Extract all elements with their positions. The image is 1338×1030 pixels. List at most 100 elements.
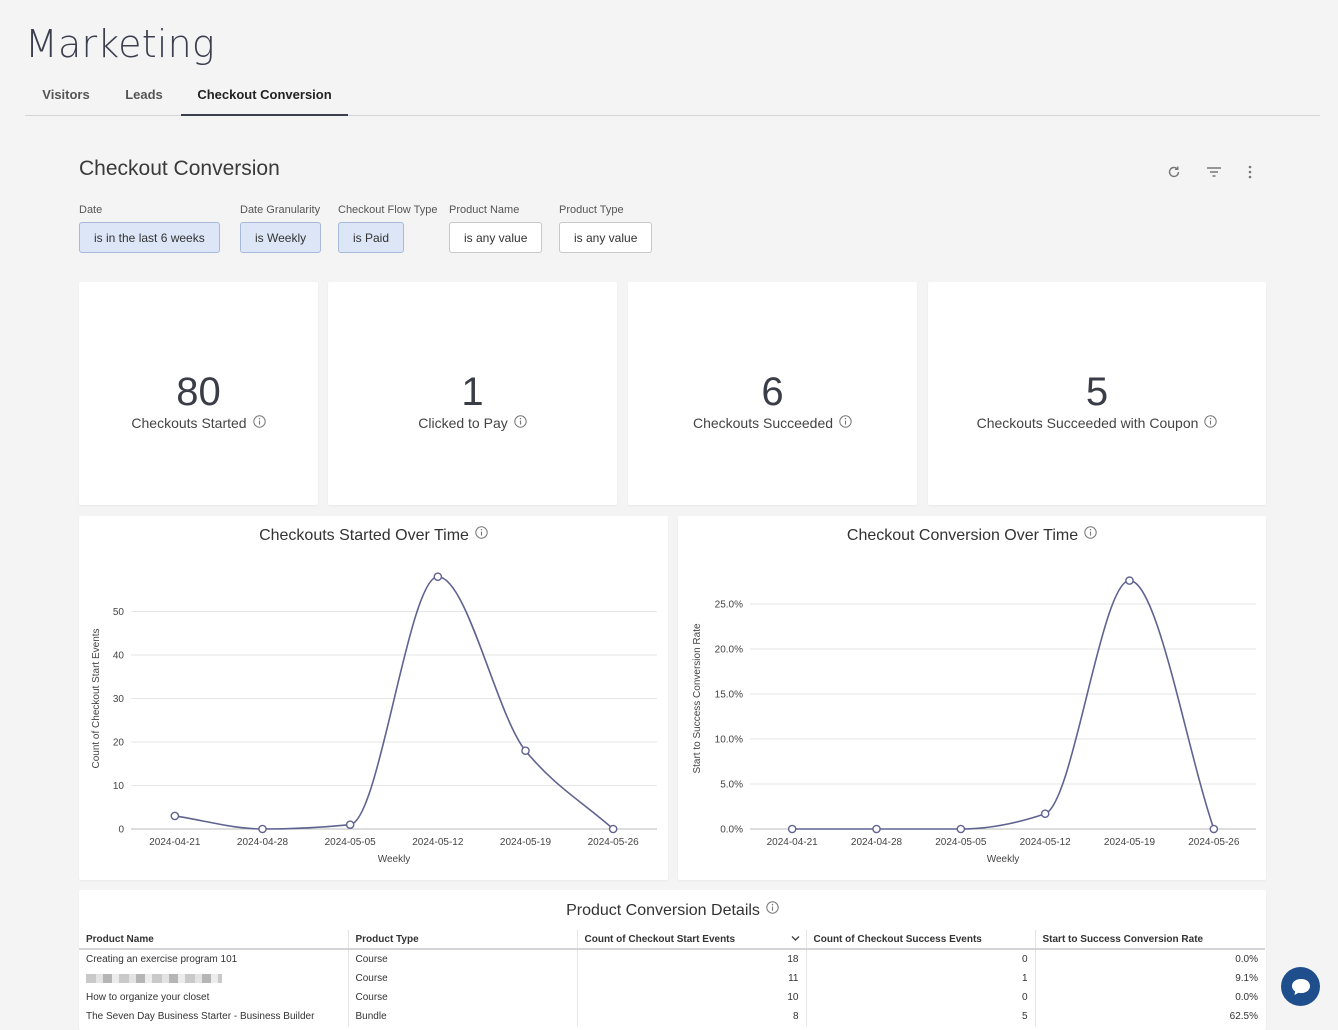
column-header[interactable]: Count of Checkout Success Events bbox=[806, 930, 1036, 950]
chart-title: Checkout Conversion Over Time bbox=[846, 527, 1079, 544]
chart-title-row: Checkout Conversion Over Time bbox=[678, 526, 1266, 545]
y-tick-label: 20 bbox=[113, 738, 125, 749]
cell-conversion-rate: 0.0% bbox=[1235, 992, 1258, 1003]
tab-visitors[interactable]: Visitors bbox=[42, 87, 90, 102]
filter-checkout-flow-type-value[interactable]: is Paid bbox=[338, 222, 405, 253]
filter-label: Checkout Flow Type bbox=[338, 204, 438, 216]
info-icon[interactable] bbox=[514, 415, 527, 431]
x-axis-label: Weekly bbox=[378, 854, 411, 865]
data-point bbox=[521, 746, 530, 755]
column-header-label: Count of Checkout Start Events bbox=[584, 933, 736, 945]
table-row[interactable]: Course 11 1 9.1% bbox=[79, 969, 1265, 988]
x-tick-label: 2024-05-19 bbox=[1104, 837, 1156, 848]
tab-checkout-conversion[interactable]: Checkout Conversion bbox=[181, 80, 348, 116]
y-tick-label: 50 bbox=[113, 607, 125, 618]
data-point bbox=[608, 824, 618, 834]
info-icon[interactable] bbox=[1084, 526, 1097, 544]
kpi-label-row: Checkouts Succeeded bbox=[628, 415, 917, 431]
data-point bbox=[1125, 576, 1134, 585]
table-row[interactable]: How to organize your closet Course 10 0 … bbox=[79, 988, 1265, 1007]
x-tick-label: 2024-04-28 bbox=[851, 837, 903, 848]
info-icon[interactable] bbox=[1204, 415, 1218, 431]
data-point bbox=[787, 824, 797, 834]
column-header[interactable]: Start to Success Conversion Rate bbox=[1035, 930, 1265, 950]
data-point bbox=[433, 572, 443, 582]
x-tick-label: 2024-05-19 bbox=[500, 837, 552, 848]
x-tick-label: 2024-05-05 bbox=[935, 837, 987, 848]
data-point bbox=[170, 811, 180, 821]
filter-label: Date bbox=[79, 204, 103, 216]
cell-conversion-rate: 62.5% bbox=[1229, 1011, 1258, 1022]
more-vertical-icon[interactable] bbox=[1240, 162, 1260, 182]
kpi-value: 1 bbox=[461, 370, 484, 414]
refresh-icon[interactable] bbox=[1164, 162, 1184, 182]
x-tick-label: 2024-05-05 bbox=[325, 837, 377, 848]
table-title: Product Conversion Details bbox=[566, 902, 760, 919]
cell-start-events: 8 bbox=[577, 1007, 807, 1026]
cell-start-events: 10 bbox=[577, 988, 807, 1007]
column-header[interactable]: Product Type bbox=[348, 930, 578, 950]
chart-title: Checkouts Started Over Time bbox=[259, 527, 469, 544]
cell-start-events: 18 bbox=[577, 949, 807, 969]
cell-product-type: Course bbox=[348, 988, 578, 1007]
filter-date-granularity-value[interactable]: is Weekly bbox=[240, 222, 322, 253]
data-point bbox=[1209, 824, 1219, 834]
kpi-value: 6 bbox=[761, 370, 784, 414]
info-icon[interactable] bbox=[839, 415, 852, 431]
column-header[interactable]: Product Name bbox=[79, 930, 349, 950]
info-icon[interactable] bbox=[766, 901, 779, 919]
filter-label: Product Type bbox=[559, 204, 624, 216]
table-row[interactable]: The Seven Day Business Starter - Busines… bbox=[79, 1007, 1265, 1026]
redacted-text bbox=[86, 973, 222, 983]
column-header-sorted[interactable]: Count of Checkout Start Events bbox=[577, 930, 807, 950]
y-tick-label: 0 bbox=[118, 825, 124, 836]
filter-checkout-flow-type: Checkout Flow Type is Paid bbox=[338, 204, 437, 253]
filter-product-type-value[interactable]: is any value bbox=[559, 222, 653, 253]
line-chart: 0.0% 5.0% 10.0% 15.0% 20.0% 25.0% 2024-04-21 20… bbox=[692, 576, 1256, 865]
cell-product-name: Creating an exercise program 101 bbox=[79, 949, 349, 969]
filter-date-value[interactable]: is in the last 6 weeks bbox=[79, 222, 220, 253]
filter-label: Date Granularity bbox=[240, 204, 321, 216]
filter-icon[interactable] bbox=[1204, 162, 1224, 182]
series-line bbox=[792, 579, 1215, 830]
kpi-clicked-to-pay[interactable]: 1 Clicked to Pay bbox=[328, 282, 617, 505]
chart-title-row: Checkouts Started Over Time bbox=[79, 526, 668, 545]
kpi-label: Clicked to Pay bbox=[418, 415, 508, 431]
filter-product-name: Product Name is any value bbox=[449, 204, 543, 253]
table-header-row: Product Name Product Type Count of Check… bbox=[79, 930, 1265, 950]
y-tick-label: 10.0% bbox=[715, 735, 743, 746]
cell-product-type: Course bbox=[348, 969, 578, 988]
y-tick-label: 30 bbox=[113, 694, 125, 705]
y-tick-label: 5.0% bbox=[720, 780, 743, 791]
filter-product-name-value[interactable]: is any value bbox=[449, 222, 543, 253]
chat-button[interactable] bbox=[1281, 967, 1320, 1006]
product-conversion-details: Product Conversion Details Product Name … bbox=[79, 890, 1266, 1030]
table-title-row: Product Conversion Details bbox=[79, 901, 1266, 920]
data-point bbox=[872, 824, 881, 834]
y-axis-label: Start to Success Conversion Rate bbox=[692, 623, 703, 774]
x-tick-label: 2024-04-28 bbox=[237, 837, 289, 848]
chart-checkouts-started: Checkouts Started Over Time 0 10 20 30 40 50 2… bbox=[79, 516, 668, 880]
sort-descending-icon[interactable] bbox=[791, 934, 800, 946]
filter-date: Date is in the last 6 weeks bbox=[79, 204, 220, 253]
cell-product-name: How to organize your closet bbox=[79, 988, 349, 1007]
kpi-checkouts-succeeded-with-coupon[interactable]: 5 Checkouts Succeeded with Coupon bbox=[928, 282, 1266, 505]
tab-bar: Visitors Leads Checkout Conversion bbox=[25, 80, 1320, 116]
y-tick-label: 15.0% bbox=[715, 690, 743, 701]
kpi-label-row: Checkouts Started bbox=[79, 415, 318, 431]
tab-leads[interactable]: Leads bbox=[125, 87, 163, 102]
info-icon[interactable] bbox=[252, 415, 266, 431]
chat-bubble-icon bbox=[1291, 978, 1310, 995]
data-point bbox=[1040, 809, 1050, 819]
y-tick-label: 25.0% bbox=[715, 600, 743, 611]
kpi-checkouts-succeeded[interactable]: 6 Checkouts Succeeded bbox=[628, 282, 917, 505]
table-row[interactable]: Creating an exercise program 101 Course … bbox=[79, 949, 1265, 969]
kpi-value: 80 bbox=[176, 370, 221, 414]
cell-success-events: 5 bbox=[806, 1007, 1036, 1026]
info-icon[interactable] bbox=[475, 526, 488, 544]
cell-success-events: 0 bbox=[806, 949, 1036, 969]
x-tick-label: 2024-04-21 bbox=[767, 837, 819, 848]
kpi-label: Checkouts Started bbox=[131, 415, 247, 431]
kpi-checkouts-started[interactable]: 80 Checkouts Started bbox=[79, 282, 318, 505]
cell-product-name-redacted bbox=[79, 969, 349, 988]
